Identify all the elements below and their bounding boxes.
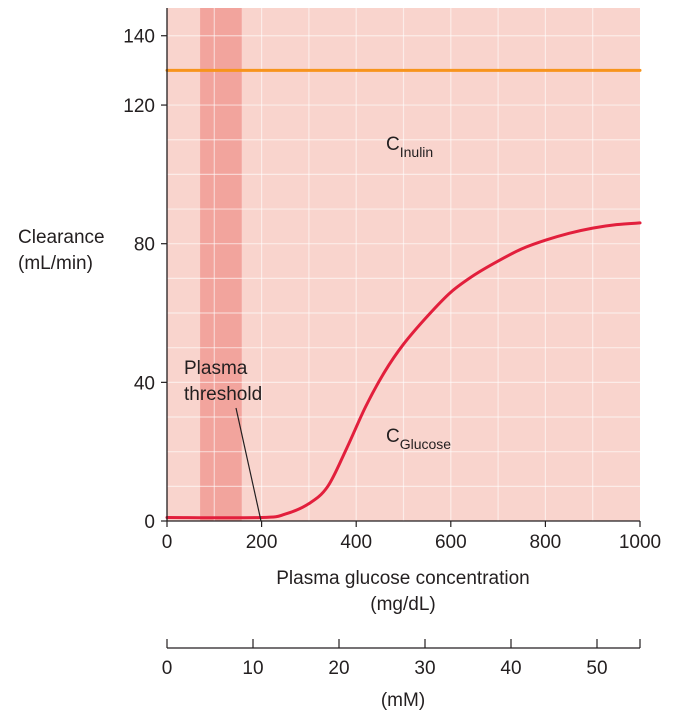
series-layer: [165, 68, 642, 520]
x-tick-label: 600: [435, 532, 467, 553]
x-tick-label: 400: [340, 532, 372, 553]
series-label-inulin: CInulin: [386, 134, 433, 160]
svg-text:CInulin: CInulin: [386, 134, 433, 160]
threshold-band: [200, 8, 242, 521]
series-line-glucose: [165, 221, 642, 520]
y-tick-label: 140: [123, 27, 155, 48]
x2-tick-label: 30: [414, 658, 435, 679]
svg-text:CGlucose: CGlucose: [386, 426, 451, 452]
y-axis-label-line2: (mL/min): [18, 253, 93, 274]
x2-tick-label: 0: [162, 658, 173, 679]
x2-tick-label: 10: [242, 658, 263, 679]
x2-tick-label: 50: [586, 658, 607, 679]
axes: [161, 8, 641, 649]
tick-labels: 0 40 80 120 140 0 200 400 600 800 1000 0 10 20 30 40 50: [123, 27, 661, 679]
x-tick-label: 800: [530, 532, 562, 553]
threshold-band-layer: [200, 8, 242, 521]
threshold-annotation-pointer: [235, 407, 262, 522]
x2-axis-label: (mM): [381, 690, 425, 711]
series-label-glucose: CGlucose: [386, 426, 451, 452]
x-tick-label: 1000: [619, 532, 661, 553]
x-axis-label-line2: (mg/dL): [370, 594, 435, 615]
x-tick-label: 0: [162, 532, 173, 553]
y-tick-label: 80: [134, 235, 155, 256]
x-tick-label: 200: [246, 532, 278, 553]
y-tick-label: 40: [134, 373, 155, 394]
y-tick-label: 0: [144, 512, 155, 533]
threshold-annotation-line2: threshold: [184, 384, 262, 405]
x2-tick-label: 20: [328, 658, 349, 679]
y-axis-label-line1: Clearance: [18, 227, 105, 248]
x-axis-label-line1: Plasma glucose concentration: [276, 568, 529, 589]
threshold-annotation-line1: Plasma: [184, 358, 248, 379]
y-tick-label: 120: [123, 96, 155, 117]
x2-tick-label: 40: [500, 658, 521, 679]
